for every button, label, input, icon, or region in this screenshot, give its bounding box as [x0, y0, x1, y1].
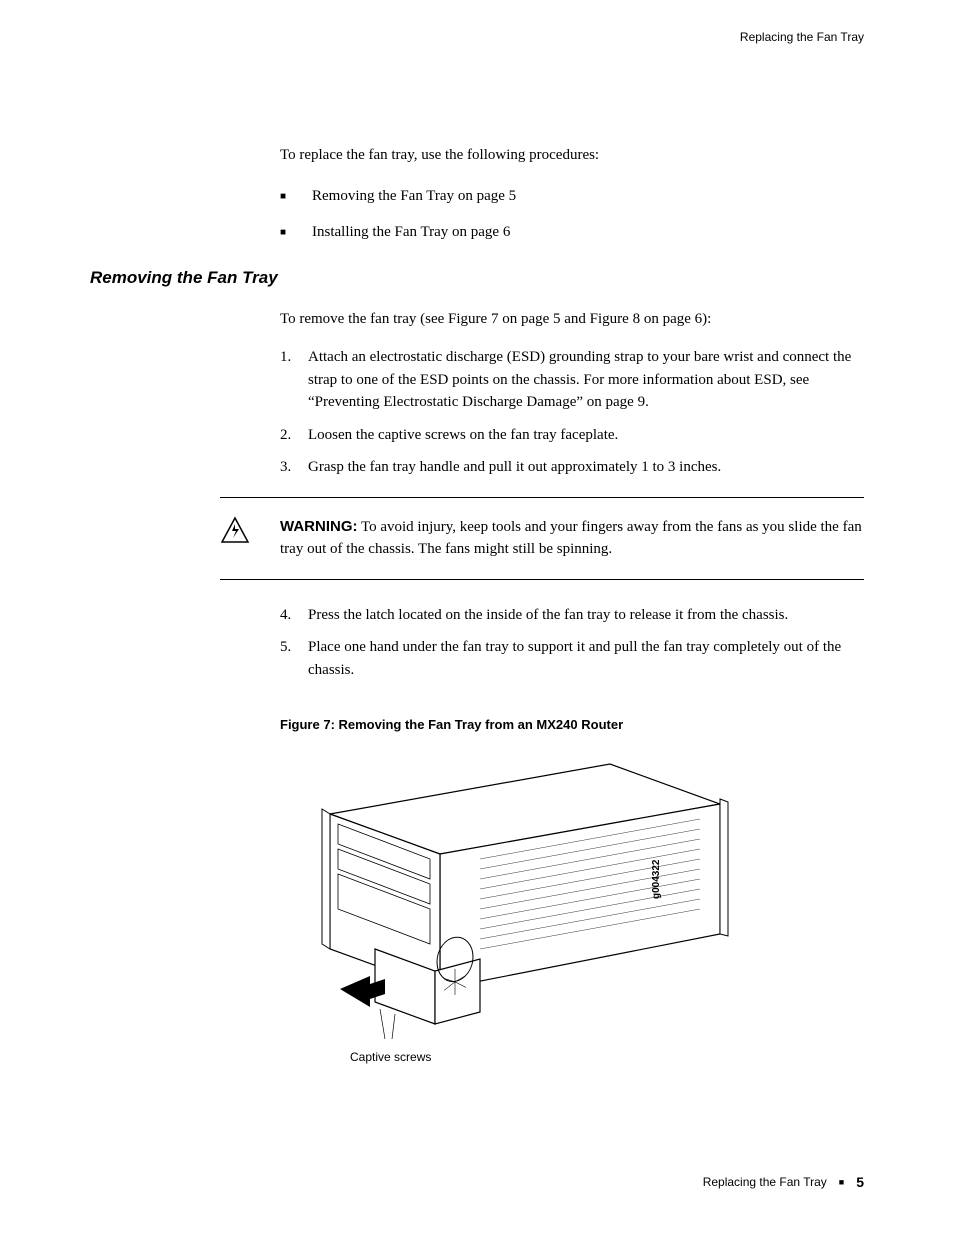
step-item: Grasp the fan tray handle and pull it ou…	[280, 456, 864, 479]
step-item: Press the latch located on the inside of…	[280, 604, 864, 627]
footer-square-icon: ■	[839, 1177, 844, 1187]
footer-section-name: Replacing the Fan Tray	[703, 1175, 827, 1189]
steps-list-1: Attach an electrostatic discharge (ESD) …	[280, 346, 864, 479]
steps-list-2: Press the latch located on the inside of…	[280, 604, 864, 682]
figure-caption: Figure 7: Removing the Fan Tray from an …	[280, 717, 864, 732]
section-intro: To remove the fan tray (see Figure 7 on …	[280, 308, 864, 331]
warning-label: WARNING:	[280, 518, 358, 535]
section-heading: Removing the Fan Tray	[90, 268, 864, 288]
warning-callout: WARNING: To avoid injury, keep tools and…	[220, 497, 864, 580]
figure-illustration: Captive screws g004322	[280, 744, 730, 1064]
page: Replacing the Fan Tray To replace the fa…	[0, 0, 954, 1235]
list-item: Removing the Fan Tray on page 5	[280, 185, 864, 208]
step-item: Loosen the captive screws on the fan tra…	[280, 424, 864, 447]
warning-text: WARNING: To avoid injury, keep tools and…	[270, 516, 864, 561]
figure-label-gid: g004322	[651, 860, 662, 899]
figure-label-captive-screws: Captive screws	[350, 1050, 431, 1064]
running-header: Replacing the Fan Tray	[90, 30, 864, 44]
page-footer: Replacing the Fan Tray ■ 5	[703, 1174, 864, 1190]
intro-paragraph: To replace the fan tray, use the followi…	[280, 144, 864, 167]
toc-list: Removing the Fan Tray on page 5 Installi…	[280, 185, 864, 244]
warning-body: To avoid injury, keep tools and your fin…	[280, 519, 862, 558]
footer-page-number: 5	[856, 1174, 864, 1190]
warning-lightning-icon	[220, 516, 270, 561]
step-item: Attach an electrostatic discharge (ESD) …	[280, 346, 864, 414]
step-item: Place one hand under the fan tray to sup…	[280, 636, 864, 681]
list-item: Installing the Fan Tray on page 6	[280, 221, 864, 244]
